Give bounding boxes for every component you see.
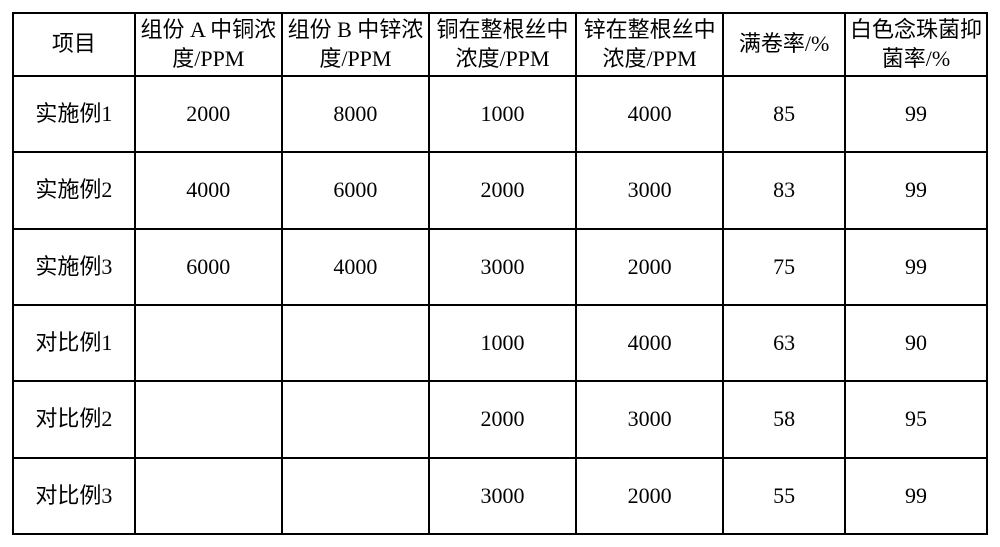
cell: 55 <box>723 458 845 534</box>
cell: 6000 <box>282 152 429 228</box>
cell: 99 <box>845 76 987 152</box>
cell <box>135 305 282 381</box>
cell: 2000 <box>429 152 576 228</box>
header-row: 项目 组份 A 中铜浓度/PPM 组份 B 中锌浓度/PPM 铜在整根丝中浓度/… <box>13 13 987 76</box>
cell: 2000 <box>576 458 723 534</box>
table-row: 对比例1 1000 4000 63 90 <box>13 305 987 381</box>
cell: 4000 <box>576 76 723 152</box>
cell <box>282 458 429 534</box>
cell: 95 <box>845 381 987 457</box>
table-row: 实施例3 6000 4000 3000 2000 75 99 <box>13 229 987 305</box>
cell <box>135 458 282 534</box>
cell: 4000 <box>282 229 429 305</box>
cell: 99 <box>845 458 987 534</box>
col-header-antibacterial: 白色念珠菌抑菌率/% <box>845 13 987 76</box>
cell: 4000 <box>135 152 282 228</box>
row-label: 对比例3 <box>13 458 135 534</box>
cell: 2000 <box>135 76 282 152</box>
col-header-cu-fiber: 铜在整根丝中浓度/PPM <box>429 13 576 76</box>
cell: 85 <box>723 76 845 152</box>
cell <box>135 381 282 457</box>
row-label: 实施例1 <box>13 76 135 152</box>
table-row: 实施例2 4000 6000 2000 3000 83 99 <box>13 152 987 228</box>
table-row: 实施例1 2000 8000 1000 4000 85 99 <box>13 76 987 152</box>
cell: 3000 <box>576 381 723 457</box>
cell: 3000 <box>429 458 576 534</box>
cell <box>282 305 429 381</box>
table-body: 实施例1 2000 8000 1000 4000 85 99 实施例2 4000… <box>13 76 987 534</box>
cell: 99 <box>845 229 987 305</box>
table-row: 对比例3 3000 2000 55 99 <box>13 458 987 534</box>
col-header-zn-b: 组份 B 中锌浓度/PPM <box>282 13 429 76</box>
col-header-project: 项目 <box>13 13 135 76</box>
cell: 63 <box>723 305 845 381</box>
row-label: 实施例3 <box>13 229 135 305</box>
cell: 8000 <box>282 76 429 152</box>
cell: 90 <box>845 305 987 381</box>
col-header-zn-fiber: 锌在整根丝中浓度/PPM <box>576 13 723 76</box>
col-header-cu-a: 组份 A 中铜浓度/PPM <box>135 13 282 76</box>
row-label: 对比例1 <box>13 305 135 381</box>
row-label: 对比例2 <box>13 381 135 457</box>
cell: 2000 <box>576 229 723 305</box>
table-header: 项目 组份 A 中铜浓度/PPM 组份 B 中锌浓度/PPM 铜在整根丝中浓度/… <box>13 13 987 76</box>
cell: 3000 <box>429 229 576 305</box>
cell: 3000 <box>576 152 723 228</box>
cell: 2000 <box>429 381 576 457</box>
col-header-full-rate: 满卷率/% <box>723 13 845 76</box>
cell: 6000 <box>135 229 282 305</box>
cell: 75 <box>723 229 845 305</box>
row-label: 实施例2 <box>13 152 135 228</box>
cell: 1000 <box>429 76 576 152</box>
cell <box>282 381 429 457</box>
table-row: 对比例2 2000 3000 58 95 <box>13 381 987 457</box>
cell: 4000 <box>576 305 723 381</box>
cell: 83 <box>723 152 845 228</box>
data-table: 项目 组份 A 中铜浓度/PPM 组份 B 中锌浓度/PPM 铜在整根丝中浓度/… <box>12 12 988 535</box>
cell: 1000 <box>429 305 576 381</box>
cell: 99 <box>845 152 987 228</box>
cell: 58 <box>723 381 845 457</box>
